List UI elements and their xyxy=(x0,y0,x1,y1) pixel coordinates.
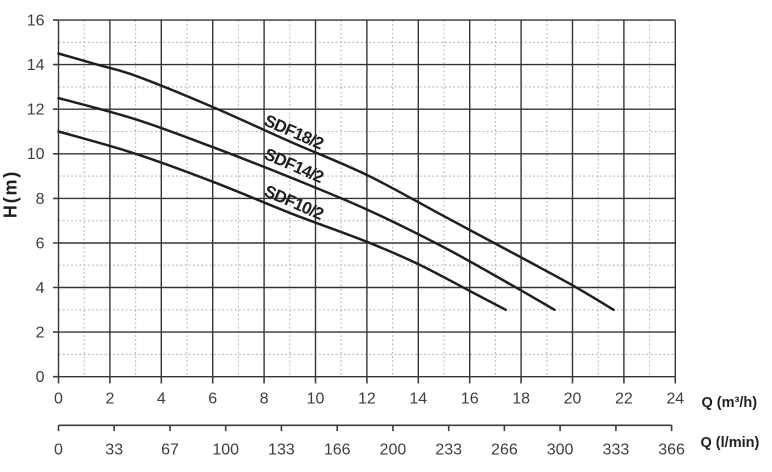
svg-text:4: 4 xyxy=(36,280,45,297)
svg-text:12: 12 xyxy=(358,391,376,408)
svg-text:4: 4 xyxy=(157,391,166,408)
svg-text:24: 24 xyxy=(666,391,684,408)
svg-text:0: 0 xyxy=(54,391,63,408)
svg-text:2: 2 xyxy=(36,325,45,342)
svg-text:233: 233 xyxy=(435,442,462,459)
svg-text:10: 10 xyxy=(307,391,325,408)
svg-text:67: 67 xyxy=(161,442,179,459)
svg-text:166: 166 xyxy=(324,442,351,459)
svg-text:6: 6 xyxy=(208,391,217,408)
svg-text:16: 16 xyxy=(461,391,479,408)
svg-text:133: 133 xyxy=(268,442,295,459)
svg-text:100: 100 xyxy=(212,442,239,459)
svg-text:14: 14 xyxy=(409,391,427,408)
svg-text:200: 200 xyxy=(380,442,407,459)
svg-text:20: 20 xyxy=(564,391,582,408)
svg-text:2: 2 xyxy=(105,391,114,408)
svg-text:16: 16 xyxy=(27,13,45,30)
svg-text:33: 33 xyxy=(105,442,123,459)
svg-text:6: 6 xyxy=(36,235,45,252)
svg-text:366: 366 xyxy=(658,442,685,459)
svg-text:10: 10 xyxy=(27,146,45,163)
svg-text:H(m): H(m) xyxy=(1,170,21,218)
svg-text:266: 266 xyxy=(491,442,518,459)
svg-text:333: 333 xyxy=(603,442,630,459)
svg-text:0: 0 xyxy=(54,442,63,459)
svg-text:8: 8 xyxy=(260,391,269,408)
svg-text:Q (m³/h): Q (m³/h) xyxy=(702,395,758,411)
svg-text:12: 12 xyxy=(27,102,45,119)
svg-text:22: 22 xyxy=(615,391,633,408)
svg-text:14: 14 xyxy=(27,57,45,74)
svg-text:300: 300 xyxy=(547,442,574,459)
svg-text:18: 18 xyxy=(512,391,530,408)
svg-text:Q (l/min): Q (l/min) xyxy=(701,435,760,451)
svg-text:8: 8 xyxy=(36,191,45,208)
svg-text:0: 0 xyxy=(36,369,45,386)
